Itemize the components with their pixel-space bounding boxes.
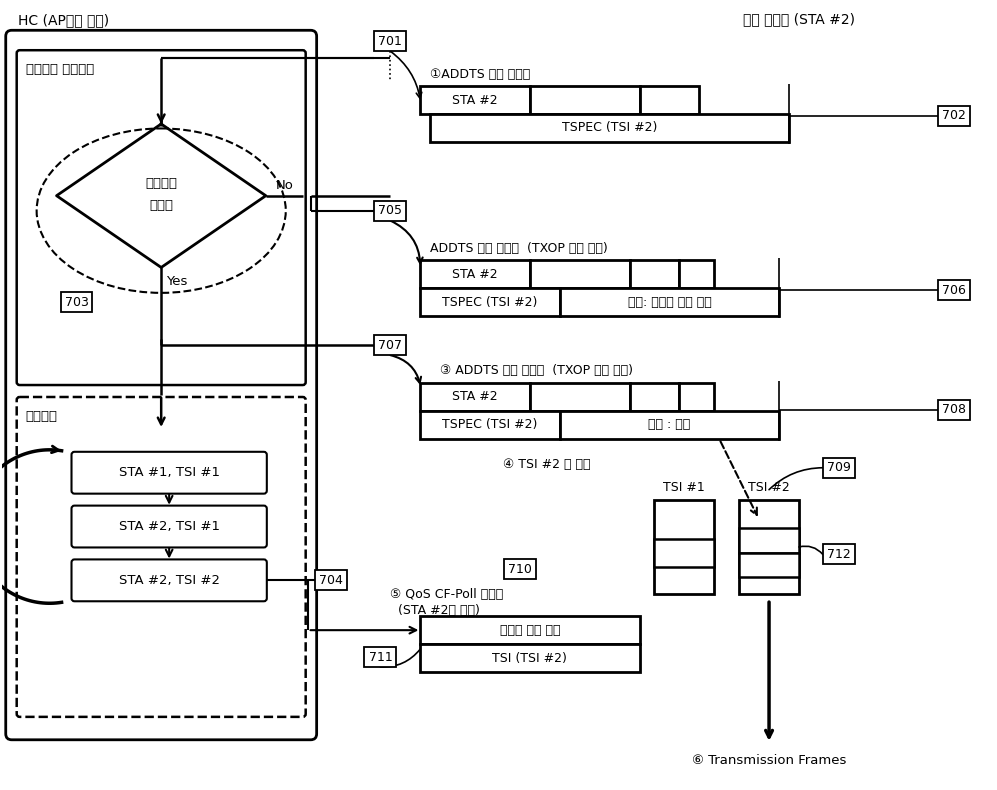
Text: 708: 708 [942, 404, 966, 416]
FancyBboxPatch shape [823, 544, 854, 564]
Text: STA #2: STA #2 [453, 93, 498, 107]
FancyBboxPatch shape [421, 288, 559, 316]
Text: 어드미션 컨트롤러: 어드미션 컨트롤러 [26, 63, 94, 76]
FancyBboxPatch shape [739, 554, 799, 577]
Text: TSPEC (TSI #2): TSPEC (TSI #2) [562, 122, 657, 134]
FancyBboxPatch shape [421, 616, 639, 644]
FancyBboxPatch shape [639, 86, 699, 114]
FancyBboxPatch shape [739, 528, 799, 554]
FancyBboxPatch shape [431, 114, 789, 142]
Text: TSI #2: TSI #2 [748, 481, 790, 495]
Ellipse shape [37, 129, 286, 293]
Text: TSI #1: TSI #1 [663, 481, 705, 495]
FancyBboxPatch shape [421, 383, 529, 411]
FancyBboxPatch shape [17, 51, 306, 385]
FancyBboxPatch shape [679, 261, 714, 288]
Text: 707: 707 [379, 339, 403, 352]
Text: 테스트: 테스트 [150, 199, 173, 213]
FancyBboxPatch shape [559, 288, 779, 316]
FancyBboxPatch shape [823, 457, 854, 478]
FancyBboxPatch shape [375, 201, 407, 220]
Text: ④ TSI #2 큐 생성: ④ TSI #2 큐 생성 [502, 458, 590, 472]
Text: STA #2, TSI #2: STA #2, TSI #2 [119, 574, 219, 587]
FancyBboxPatch shape [654, 540, 714, 567]
FancyBboxPatch shape [679, 383, 714, 411]
FancyBboxPatch shape [72, 559, 267, 601]
Text: 702: 702 [942, 110, 966, 122]
Text: STA #2: STA #2 [453, 390, 498, 404]
FancyBboxPatch shape [72, 452, 267, 494]
FancyBboxPatch shape [315, 570, 347, 590]
FancyBboxPatch shape [938, 106, 970, 126]
Text: TSI (TSI #2): TSI (TSI #2) [493, 652, 567, 664]
Text: STA #2: STA #2 [453, 268, 498, 281]
Text: 무선 단말기 (STA #2): 무선 단말기 (STA #2) [743, 13, 855, 26]
Text: 705: 705 [379, 204, 403, 217]
Text: 스케줄러: 스케줄러 [26, 410, 58, 423]
Text: TSPEC (TSI #2): TSPEC (TSI #2) [443, 419, 537, 431]
FancyBboxPatch shape [559, 411, 779, 439]
Text: HC (AP내에 위치): HC (AP내에 위치) [18, 13, 109, 28]
Text: 711: 711 [369, 651, 392, 664]
FancyBboxPatch shape [629, 383, 679, 411]
Text: TSPEC (TSI #2): TSPEC (TSI #2) [443, 295, 537, 309]
FancyBboxPatch shape [629, 261, 679, 288]
Text: ⑥ Transmission Frames: ⑥ Transmission Frames [692, 754, 846, 767]
Text: 706: 706 [942, 284, 966, 297]
Text: ③ ADDTS 응답 프레임  (TXOP 할당 성공): ③ ADDTS 응답 프레임 (TXOP 할당 성공) [441, 363, 633, 377]
FancyBboxPatch shape [739, 499, 799, 594]
Text: 710: 710 [508, 563, 531, 576]
FancyBboxPatch shape [72, 506, 267, 547]
FancyBboxPatch shape [6, 30, 317, 739]
Text: STA #2, TSI #1: STA #2, TSI #1 [119, 520, 219, 533]
FancyBboxPatch shape [529, 383, 629, 411]
Text: No: No [276, 179, 294, 192]
Text: 프레임 제어 필드: 프레임 제어 필드 [499, 623, 560, 637]
Text: ①ADDTS 요청 프레임: ①ADDTS 요청 프레임 [431, 68, 530, 81]
Text: 상태 : 성공: 상태 : 성공 [648, 419, 691, 431]
FancyBboxPatch shape [503, 559, 535, 579]
FancyBboxPatch shape [17, 397, 306, 717]
FancyBboxPatch shape [654, 499, 714, 594]
Text: 712: 712 [827, 548, 850, 561]
FancyBboxPatch shape [529, 86, 639, 114]
Text: Yes: Yes [166, 275, 187, 288]
FancyBboxPatch shape [375, 32, 407, 51]
Text: 어드미션: 어드미션 [146, 177, 177, 190]
Text: 701: 701 [379, 35, 403, 47]
FancyBboxPatch shape [375, 335, 407, 356]
Text: STA #1, TSI #1: STA #1, TSI #1 [119, 466, 219, 480]
Text: 703: 703 [65, 295, 89, 309]
FancyBboxPatch shape [938, 400, 970, 420]
FancyBboxPatch shape [421, 644, 639, 672]
Text: 704: 704 [319, 574, 343, 587]
Text: 709: 709 [827, 461, 850, 474]
FancyBboxPatch shape [61, 292, 93, 312]
Text: ADDTS 응답 프레임  (TXOP 할당 실패): ADDTS 응답 프레임 (TXOP 할당 실패) [431, 242, 608, 255]
Text: (STA #2를 폴링): (STA #2를 폴링) [391, 604, 481, 617]
Text: 상태: 부적합 혹은 반려: 상태: 부적합 혹은 반려 [627, 295, 711, 309]
FancyBboxPatch shape [421, 411, 559, 439]
FancyBboxPatch shape [365, 647, 397, 667]
FancyBboxPatch shape [938, 280, 970, 300]
Text: ⑤ QoS CF-Poll 프레임: ⑤ QoS CF-Poll 프레임 [391, 588, 503, 601]
FancyBboxPatch shape [421, 261, 529, 288]
FancyBboxPatch shape [529, 261, 629, 288]
FancyBboxPatch shape [421, 86, 529, 114]
